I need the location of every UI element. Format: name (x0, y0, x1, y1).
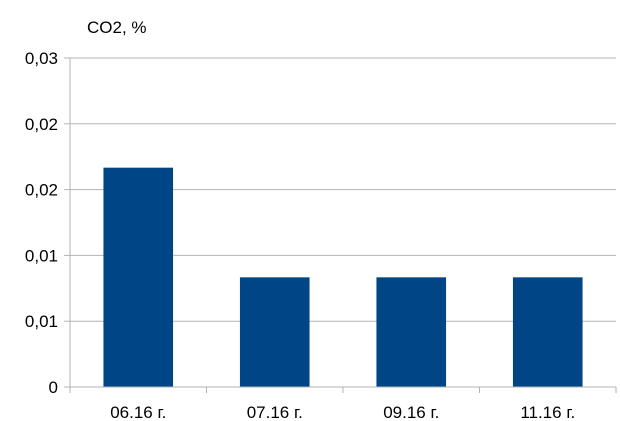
y-tick-label: 0,02 (25, 115, 58, 134)
y-tick-label: 0,02 (25, 181, 58, 200)
y-axis-title: CO2, % (87, 18, 147, 37)
y-tick-labels: 0 0,01 0,01 0,02 0,02 0,03 (25, 49, 58, 397)
y-tick-label: 0,01 (25, 246, 58, 265)
bars (103, 167, 583, 387)
x-tick-labels: 06.16 г. 07.16 г. 09.16 г. 11.16 г. (110, 403, 575, 421)
x-tick-label: 11.16 г. (520, 403, 575, 421)
bar (512, 277, 583, 387)
x-tick-label: 06.16 г. (110, 403, 166, 421)
x-tick-label: 09.16 г. (383, 403, 439, 421)
y-tick-label: 0,01 (25, 312, 58, 331)
bar (239, 277, 310, 387)
axes (69, 58, 617, 393)
bar (103, 167, 174, 387)
y-tick-label: 0,03 (25, 49, 58, 68)
bar (376, 277, 447, 387)
x-tick-label: 07.16 г. (247, 403, 303, 421)
y-tick-label: 0 (49, 378, 58, 397)
